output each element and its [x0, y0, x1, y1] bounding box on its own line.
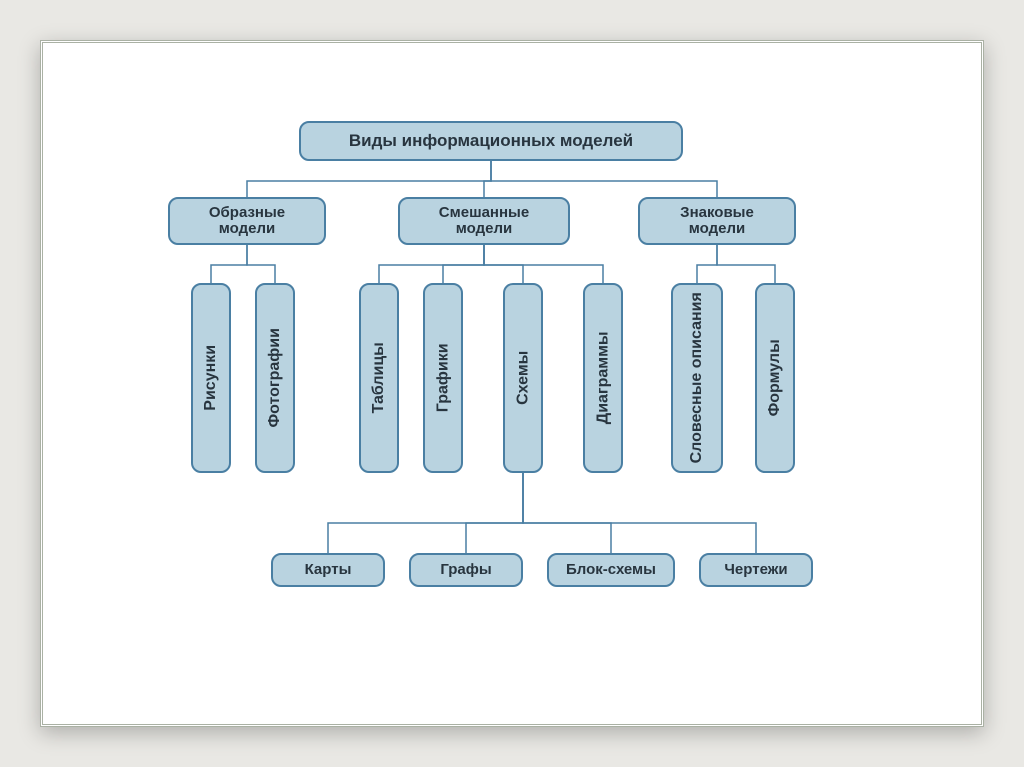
edge: [484, 161, 491, 197]
edge: [247, 245, 275, 283]
edge: [328, 473, 523, 553]
node-l1: Рисунки: [191, 283, 231, 473]
node-b2: Графы: [409, 553, 523, 587]
diagram-canvas: Виды информационных моделей Образные моде…: [43, 43, 981, 724]
node-label: Фотографии: [266, 328, 284, 427]
node-label: Схемы: [514, 351, 532, 405]
slide-frame: Виды информационных моделей Образные моде…: [40, 40, 984, 727]
node-root: Виды информационных моделей: [299, 121, 683, 161]
node-label: Формулы: [766, 339, 784, 416]
edge: [211, 245, 247, 283]
node-l8: Формулы: [755, 283, 795, 473]
node-b4: Чертежи: [699, 553, 813, 587]
edge: [491, 161, 717, 197]
edge: [484, 245, 523, 283]
node-label: Диаграммы: [594, 332, 612, 425]
node-l2: Фотографии: [255, 283, 295, 473]
edge: [466, 473, 523, 553]
edge: [523, 473, 756, 553]
node-l5: Схемы: [503, 283, 543, 473]
edge: [443, 245, 484, 283]
node-l4: Графики: [423, 283, 463, 473]
edge: [247, 161, 491, 197]
edge: [523, 473, 611, 553]
node-label: Графики: [434, 344, 452, 413]
edge: [484, 245, 603, 283]
node-cat3: Знаковые модели: [638, 197, 796, 245]
node-l6: Диаграммы: [583, 283, 623, 473]
node-cat2: Смешанные модели: [398, 197, 570, 245]
node-label: Рисунки: [202, 345, 220, 411]
node-b1: Карты: [271, 553, 385, 587]
edge: [717, 245, 775, 283]
node-l7: Словесные описания: [671, 283, 723, 473]
node-label: Словесные описания: [688, 292, 706, 463]
node-b3: Блок-схемы: [547, 553, 675, 587]
node-l3: Таблицы: [359, 283, 399, 473]
edge: [697, 245, 717, 283]
edge: [379, 245, 484, 283]
node-cat1: Образные модели: [168, 197, 326, 245]
node-label: Таблицы: [370, 342, 388, 413]
